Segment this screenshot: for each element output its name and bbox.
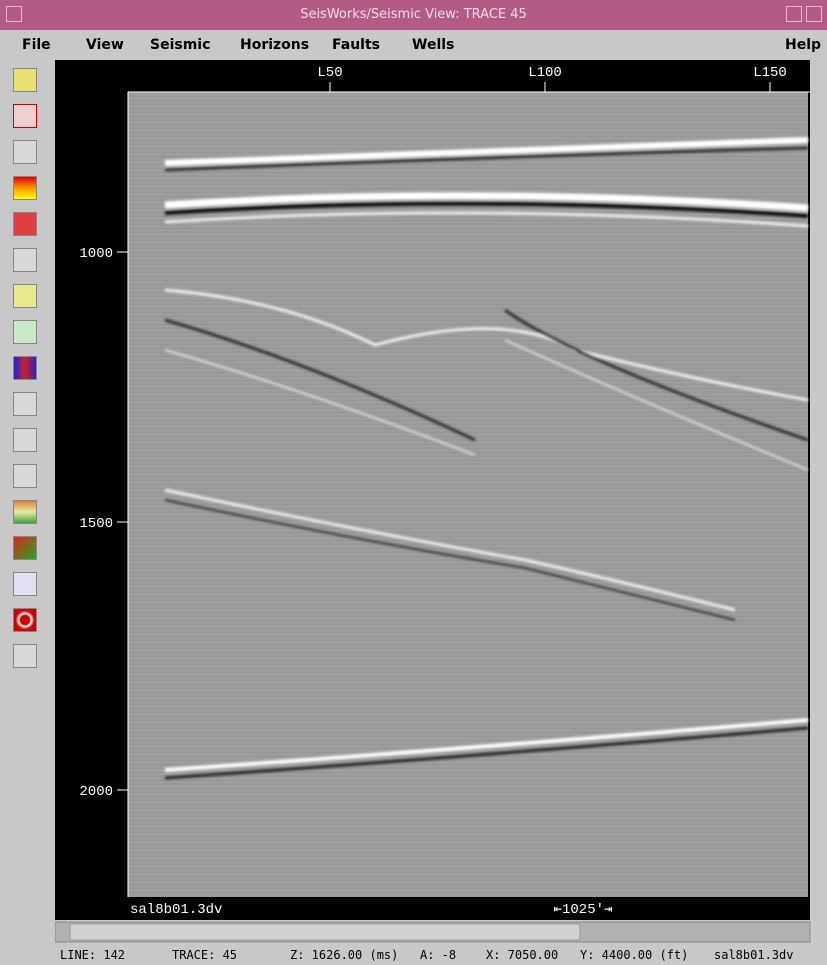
tool-bar xyxy=(0,60,55,940)
menu-bar: File View Seismic Horizons Faults Wells … xyxy=(0,30,827,60)
tool-button[interactable] xyxy=(13,68,37,92)
tool-button[interactable] xyxy=(13,572,37,596)
status-field: LINE: 142 xyxy=(60,948,125,962)
tool-button[interactable] xyxy=(13,464,37,488)
maximize-button[interactable] xyxy=(806,6,822,22)
tool-button[interactable] xyxy=(13,536,37,560)
minimize-button[interactable] xyxy=(786,6,802,22)
tool-button[interactable] xyxy=(13,428,37,452)
tool-button[interactable] xyxy=(13,140,37,164)
status-field: TRACE: 45 xyxy=(172,948,237,962)
menu-item[interactable]: Seismic xyxy=(150,37,210,53)
window-title: SeisWorks/Seismic View: TRACE 45 xyxy=(300,7,527,22)
title-bar: SeisWorks/Seismic View: TRACE 45 xyxy=(0,0,827,30)
left-axis-label: 1500 xyxy=(79,516,113,532)
tool-button[interactable] xyxy=(13,212,37,236)
tool-button[interactable] xyxy=(13,500,37,524)
menu-item[interactable]: Faults xyxy=(332,37,380,53)
top-axis-label: L50 xyxy=(317,65,342,81)
vertical-scrollbar[interactable] xyxy=(810,60,827,920)
status-field: Z: 1626.00 (ms) xyxy=(290,948,398,962)
menu-item[interactable]: Wells xyxy=(412,37,454,53)
left-axis-label: 1000 xyxy=(79,246,113,262)
tool-button[interactable] xyxy=(13,248,37,272)
file-label: sal8b01.3dv xyxy=(130,902,222,918)
tool-button[interactable] xyxy=(13,104,37,128)
seismic-view: L50 L100 L150 1000 1500 2000 sal8b01.3dv… xyxy=(55,60,827,945)
menu-item[interactable]: File xyxy=(22,37,51,53)
scroll-thumb[interactable] xyxy=(70,924,580,940)
tool-button[interactable] xyxy=(13,176,37,200)
tool-button[interactable] xyxy=(13,284,37,308)
tool-button[interactable] xyxy=(13,392,37,416)
menu-item[interactable]: Help xyxy=(785,37,821,53)
scale-label: ⇤1025'⇥ xyxy=(554,902,613,918)
tool-button[interactable] xyxy=(13,644,37,668)
left-axis-label: 2000 xyxy=(79,784,113,800)
tool-button[interactable] xyxy=(13,356,37,380)
status-field: A: -8 xyxy=(420,948,456,962)
status-field: Y: 4400.00 (ft) xyxy=(580,948,688,962)
top-axis-label: L100 xyxy=(528,65,562,81)
status-field: X: 7050.00 xyxy=(486,948,558,962)
window-menu-button[interactable] xyxy=(6,6,22,22)
app-window: SeisWorks/Seismic View: TRACE 45 File Vi… xyxy=(0,0,827,965)
tool-button[interactable] xyxy=(13,608,37,632)
tool-button[interactable] xyxy=(13,320,37,344)
status-field: sal8b01.3dv xyxy=(714,948,793,962)
status-bar: LINE: 142 TRACE: 45 Z: 1626.00 (ms) A: -… xyxy=(0,945,827,965)
top-axis-label: L150 xyxy=(753,65,787,81)
menu-item[interactable]: Horizons xyxy=(240,37,309,53)
menu-item[interactable]: View xyxy=(86,37,124,53)
